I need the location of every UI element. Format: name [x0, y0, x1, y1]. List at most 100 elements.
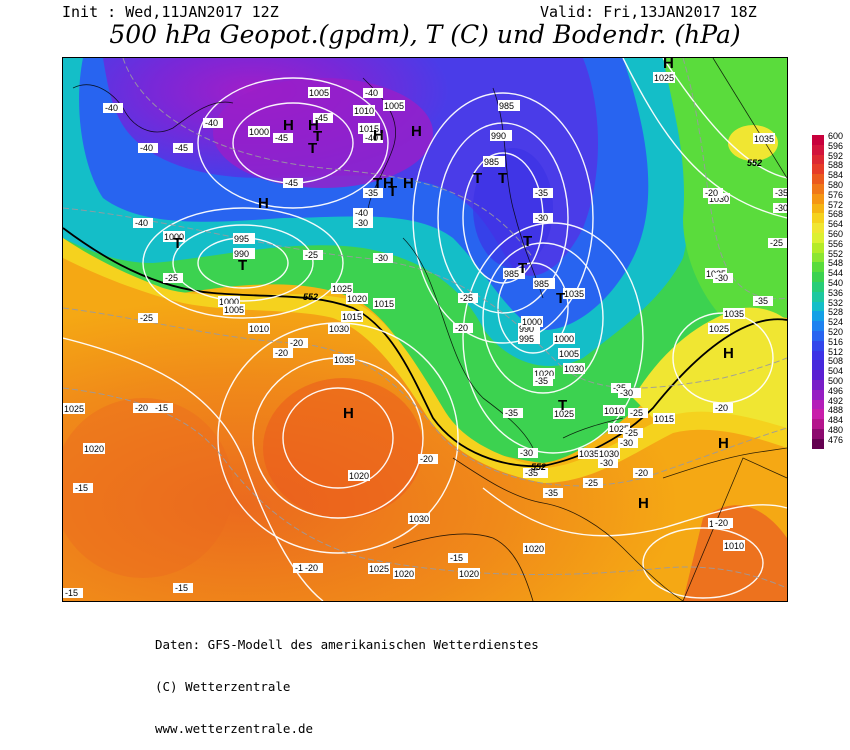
colorbar-segment [812, 301, 824, 312]
colorbar-label: 520 [828, 327, 844, 337]
isobar-label: 1020 [534, 369, 554, 379]
isobar-label: 1015 [654, 414, 674, 424]
isobar-label-bg [553, 333, 575, 344]
colorbar-segment [812, 272, 824, 283]
colorbar-label: 488 [828, 405, 844, 416]
high-pressure-marker: H [638, 495, 649, 512]
isobar-label: 1030 [564, 364, 584, 374]
temperature-label: -25 [630, 408, 643, 418]
temperature-label: -20 [705, 188, 718, 198]
low-pressure-marker: T [388, 183, 397, 200]
isobar-label-bg [248, 323, 270, 334]
low-pressure-marker: T [556, 290, 565, 307]
isobar-label-bg [708, 323, 730, 334]
colorbar-segment [812, 429, 824, 440]
isobar-label: 1025 [332, 284, 352, 294]
isobar-label: 1030 [409, 514, 429, 524]
isobar-label-bg [553, 408, 575, 419]
colorbar-segment [812, 409, 824, 420]
colorbar-segment [812, 340, 824, 352]
colorbar-segment [812, 438, 824, 450]
low-pressure-marker: T [558, 397, 567, 414]
temp-label-bg [713, 403, 733, 413]
isobar-label-bg [498, 100, 520, 111]
high-pressure-marker: H [411, 123, 422, 140]
isobar-label: 1025 [64, 404, 84, 414]
temperature-label: -15 [450, 553, 463, 563]
isobar-label-bg [578, 448, 600, 459]
isobar-label-bg [533, 368, 555, 379]
high-pressure-marker: H [258, 195, 269, 212]
isobar-label: 990 [491, 131, 506, 141]
low-pressure-marker: T [373, 175, 382, 192]
temperature-label: -30 [620, 438, 633, 448]
isobar-label: 1005 [224, 305, 244, 315]
isobar-label-bg [331, 283, 353, 294]
isobar-label: 1020 [459, 569, 479, 579]
isobar-label: 1010 [604, 406, 624, 416]
low-pressure-marker: T [313, 128, 322, 145]
temperature-label: -20 [290, 338, 303, 348]
temp-label-bg [598, 458, 618, 468]
low-pressure-marker: T [308, 140, 317, 157]
isobar-label-bg [608, 423, 630, 434]
isobar-label: 1025 [554, 409, 574, 419]
isobar-label: 1000 [554, 334, 574, 344]
colorbar-label: 560 [828, 229, 844, 239]
footer-url[interactable]: www.wetterzentrale.de [155, 721, 314, 736]
temperature-label: -20 [305, 563, 318, 573]
temp-label-bg [418, 454, 438, 464]
temperature-label: -35 [365, 188, 378, 198]
colorbar-label: 484 [828, 415, 844, 426]
colorbar-label: 552 [828, 248, 844, 259]
footer: Daten: GFS-Modell des amerikanischen Wet… [155, 610, 539, 750]
isobar-label-bg [521, 316, 543, 327]
high-pressure-marker: H [663, 58, 674, 72]
temp-label-bg [713, 518, 733, 528]
temp-label-bg [583, 478, 603, 488]
isobar-label: 1000 [164, 232, 184, 242]
temp-label-bg [773, 188, 787, 198]
isobar-label-bg [723, 308, 745, 319]
temperature-label: -20 [135, 403, 148, 413]
isobar-label-bg [368, 563, 390, 574]
isobar-label-bg [248, 126, 270, 137]
temperature-label: -30 [715, 273, 728, 283]
temp-label-bg [353, 218, 373, 228]
isobar-label-bg [358, 123, 380, 134]
colorbar-label: 480 [828, 425, 844, 435]
temp-label-bg [133, 403, 153, 413]
isobar-label-bg [233, 248, 255, 259]
isobar-label: 985 [484, 157, 499, 167]
temp-label-bg [138, 143, 158, 153]
temp-label-bg [73, 483, 93, 493]
temp-label-bg [753, 296, 773, 306]
isobar-label-bg [333, 354, 355, 365]
high-pressure-marker: H [718, 435, 729, 452]
low-pressure-marker: T [473, 170, 482, 187]
colorbar-label: 544 [828, 268, 844, 279]
isobar-label-bg [346, 293, 368, 304]
colorbar-label: 548 [828, 258, 844, 269]
isobar-label-bg [563, 363, 585, 374]
temp-label-bg [138, 313, 158, 323]
temperature-label: -20 [455, 323, 468, 333]
temperature-label: -20 [275, 348, 288, 358]
temperature-label: -30 [775, 203, 787, 213]
isobar-label-bg [393, 568, 415, 579]
colorbar-segment [812, 223, 824, 234]
colorbar-segment [812, 252, 824, 263]
isobar-label: 1035 [564, 289, 584, 299]
colorbar-segment [812, 321, 824, 332]
colorbar-segment [812, 380, 824, 391]
isobar-label-bg [308, 87, 330, 98]
isobar-label: 1015 [359, 124, 379, 134]
colorbar-segment [812, 164, 824, 175]
isobar-label-bg [723, 540, 745, 551]
isobar-label: 1000 [219, 297, 239, 307]
low-pressure-marker: T [173, 235, 182, 252]
colorbar-segment [812, 370, 824, 381]
temp-label-bg [628, 408, 648, 418]
isobar-label: 1010 [354, 106, 374, 116]
colorbar-label: 500 [828, 376, 844, 386]
